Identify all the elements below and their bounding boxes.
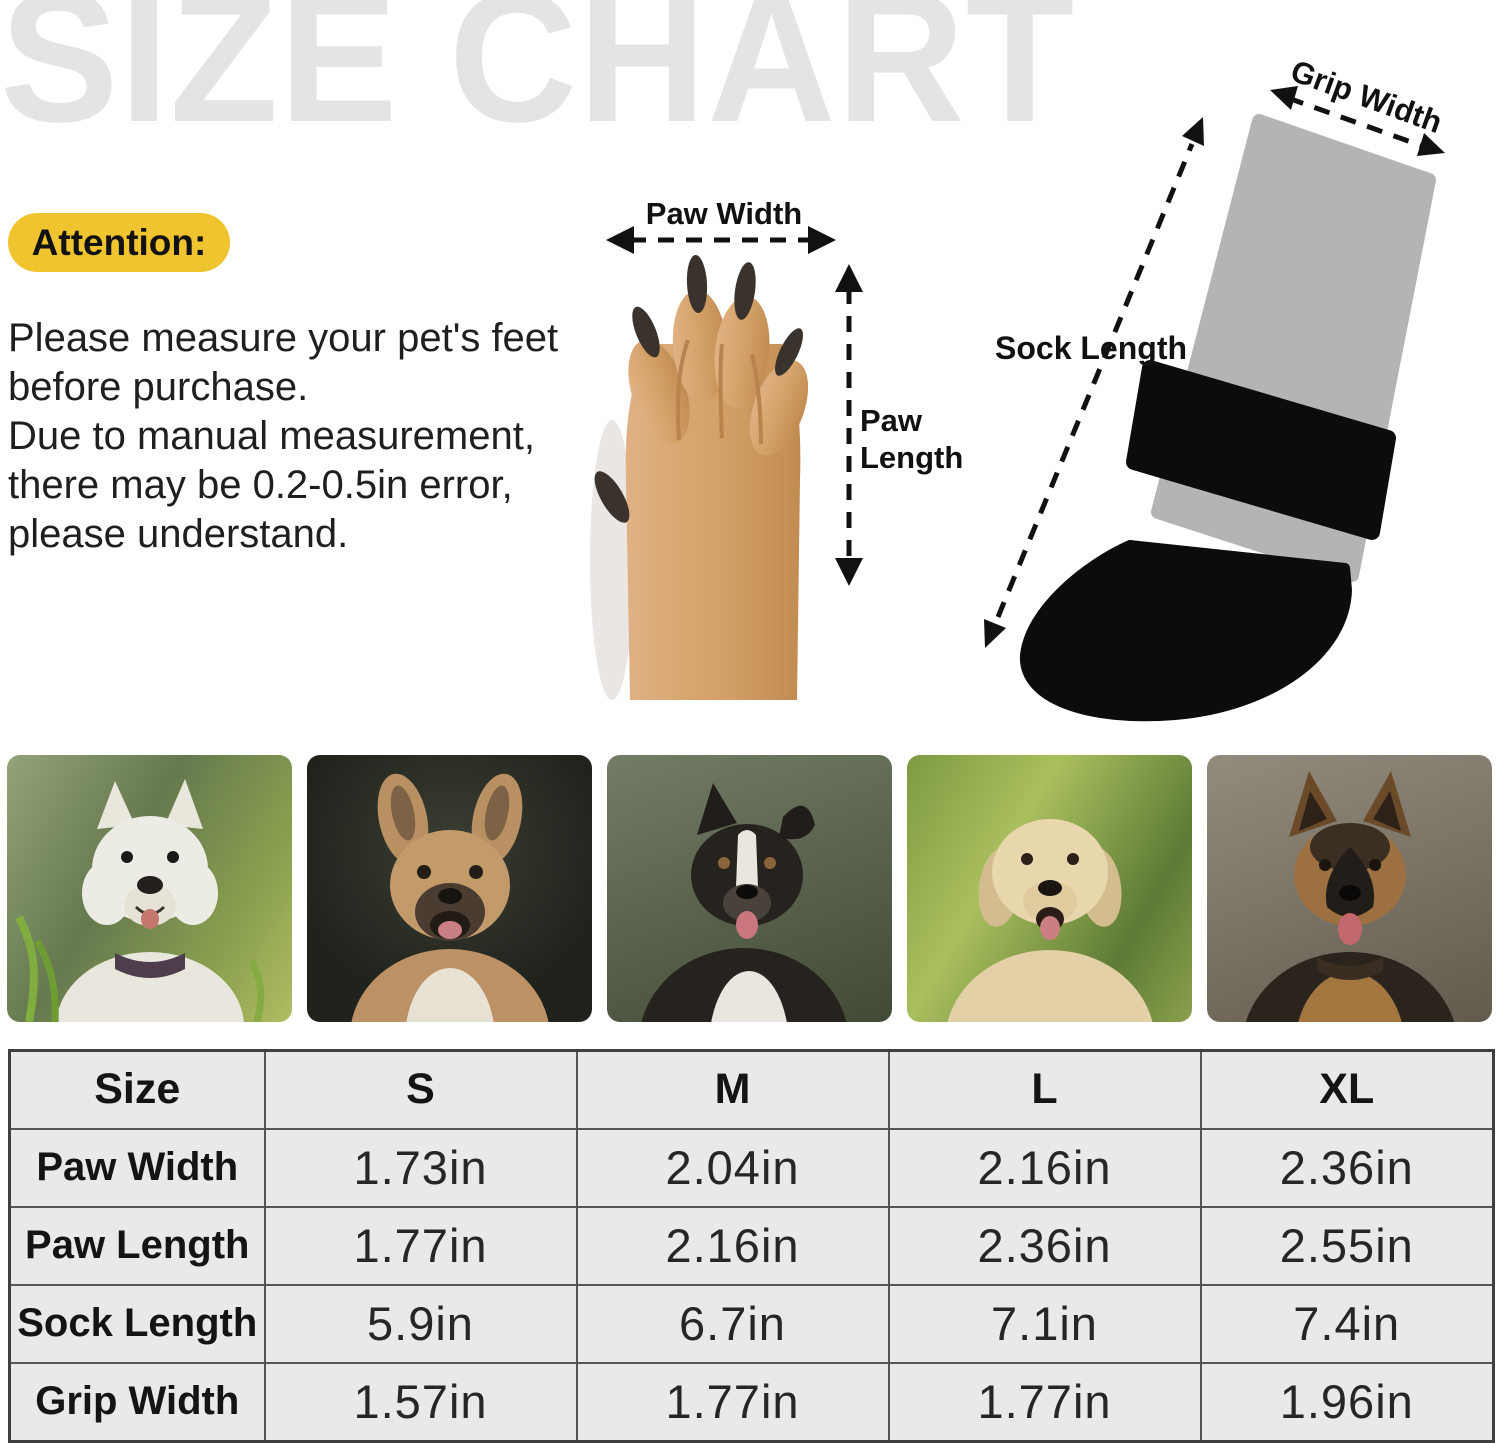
attention-label: Attention:: [31, 221, 207, 263]
dog-photo-french-bulldog: [307, 755, 592, 1022]
german-shepherd-illustration: [1245, 771, 1455, 1022]
dog-photo-labrador-retriever: [907, 755, 1192, 1022]
sock-strap: [1126, 360, 1396, 540]
header-s: S: [263, 1049, 578, 1130]
sock-illustration: [984, 86, 1445, 722]
note-line: there may be 0.2-0.5in error,: [8, 463, 513, 507]
paw-length-arrow: [835, 264, 863, 586]
westie-dog-illustration: [15, 779, 265, 1022]
table-row-grip-width: Grip Width 1.57in 1.77in 1.77in 1.96in: [8, 1361, 1495, 1443]
paw-width-arrow: [606, 226, 836, 254]
labrador-illustration: [947, 819, 1153, 1022]
note-line: Please measure your pet's feet: [8, 316, 559, 360]
header-l: L: [887, 1049, 1202, 1130]
header-xl: XL: [1199, 1049, 1495, 1130]
note-line: before purchase.: [8, 365, 309, 409]
table-row-paw-width: Paw Width 1.73in 2.04in 2.16in 2.36in: [8, 1127, 1495, 1208]
dog-photo-german-shepherd: [1207, 755, 1492, 1022]
size-table: Size S M L XL Paw Width 1.73in 2.04in 2.…: [8, 1049, 1495, 1443]
page-title: SIZE CHART: [0, 0, 1076, 161]
french-bulldog-illustration: [351, 773, 549, 1022]
border-collie-illustration: [641, 783, 847, 1022]
sock-length-arrow: [984, 117, 1204, 648]
header-size: Size: [8, 1049, 266, 1130]
paw-length-label: Paw Length: [860, 403, 964, 475]
paw-photo: [590, 226, 863, 700]
dog-photo-border-collie: [607, 755, 892, 1022]
table-row-paw-length: Paw Length 1.77in 2.16in 2.36in 2.55in: [8, 1205, 1495, 1286]
table-header-row: Size S M L XL: [8, 1049, 1495, 1130]
grip-width-arrow: [1270, 86, 1445, 156]
note-line: please understand.: [8, 512, 349, 556]
dog-photo-west-highland-white-terrier: [7, 755, 292, 1022]
sock-foot: [1019, 540, 1352, 722]
dog-photos-row: [7, 755, 1493, 1022]
sock-length-label: Sock Length: [995, 330, 1188, 366]
note-line: Due to manual measurement,: [8, 414, 535, 458]
table-row-sock-length: Sock Length 5.9in 6.7in 7.1in 7.4in: [8, 1283, 1495, 1364]
paw-width-label: Paw Width: [645, 196, 803, 231]
header-m: M: [575, 1049, 890, 1130]
attention-badge: Attention:: [8, 213, 230, 272]
paw-claw: [632, 306, 660, 358]
measure-note: Please measure your pet's feet before pu…: [8, 314, 608, 559]
